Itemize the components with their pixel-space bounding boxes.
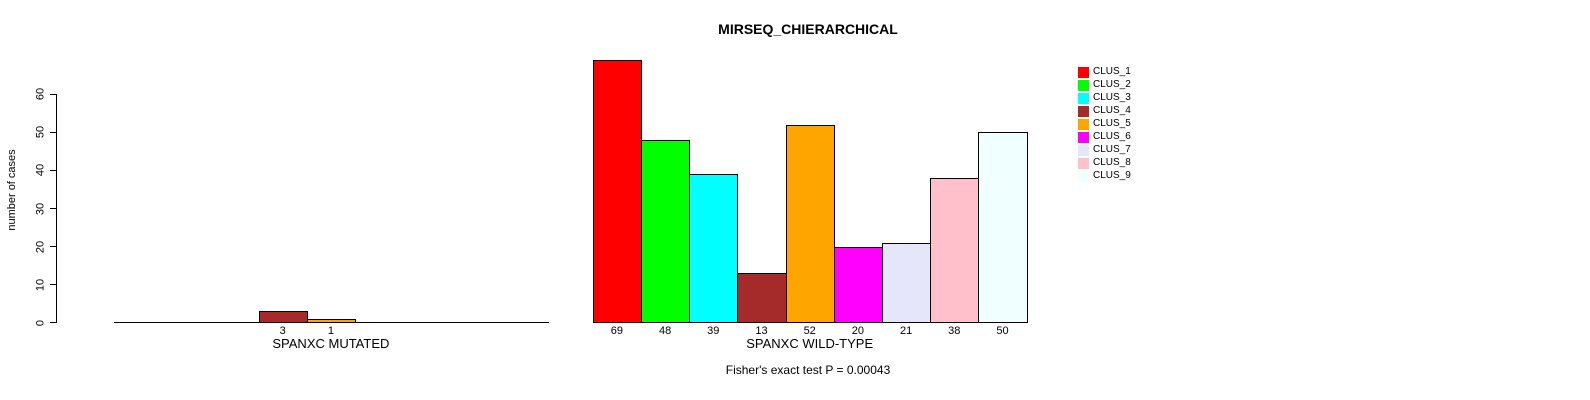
- legend-item-clus_5: CLUS_5: [1078, 118, 1131, 131]
- legend-swatch-clus_7: [1078, 144, 1089, 156]
- legend-label: CLUS_7: [1093, 144, 1131, 156]
- bar-value-label: 50: [996, 324, 1009, 337]
- bar-value-label: 69: [610, 324, 624, 337]
- bar-value-label: 1: [327, 324, 334, 337]
- fisher-test-annotation: Fisher's exact test P = 0.00043: [725, 363, 891, 377]
- y-axis-label: number of cases: [6, 149, 18, 231]
- legend-swatch-clus_2: [1078, 79, 1089, 91]
- chart-title: MIRSEQ_CHIERARCHICAL: [718, 21, 898, 37]
- legend-swatch-clus_9: [1078, 170, 1089, 182]
- bar-value-label: 20: [851, 324, 865, 337]
- legend-label: CLUS_6: [1093, 131, 1131, 143]
- bar-clus_5-mutated: [306, 318, 356, 324]
- legend-item-clus_9: CLUS_9: [1078, 170, 1131, 183]
- legend-swatch-clus_1: [1078, 66, 1089, 78]
- bar-clus_5-wildtype: [785, 124, 835, 324]
- y-axis-tick-label: 40: [34, 164, 47, 177]
- bar-clus_2-wildtype: [641, 139, 691, 324]
- legend-item-clus_6: CLUS_6: [1078, 131, 1131, 144]
- y-axis-tick: [50, 207, 56, 210]
- y-axis-tick-label: 20: [34, 240, 47, 253]
- legend: CLUS_1 CLUS_2 CLUS_3 CLUS_4 CLUS_5 CLUS_6 CLUS…: [1078, 66, 1131, 183]
- legend-label: CLUS_4: [1093, 105, 1131, 117]
- legend-label: CLUS_5: [1093, 118, 1131, 130]
- y-axis-tick: [50, 246, 56, 248]
- bar-value-label: 38: [948, 324, 961, 337]
- legend-item-clus_2: CLUS_2: [1078, 79, 1131, 92]
- group-label-mutated: SPANXC MUTATED: [272, 335, 390, 351]
- bar-value-label: 52: [803, 324, 816, 337]
- y-axis-line: [55, 93, 57, 324]
- bar-clus_9-wildtype: [978, 132, 1028, 324]
- legend-label: CLUS_8: [1093, 157, 1131, 169]
- legend-swatch-clus_4: [1078, 105, 1089, 117]
- y-axis-tick: [50, 131, 56, 133]
- bar-value-label: 3: [279, 324, 286, 337]
- bar-value-label: 13: [755, 324, 768, 337]
- y-axis-tick-label: 10: [34, 278, 47, 291]
- bar-value-label: 21: [899, 324, 913, 337]
- legend-item-clus_1: CLUS_1: [1078, 66, 1131, 79]
- y-axis-tick: [50, 284, 56, 286]
- legend-swatch-clus_6: [1078, 131, 1089, 143]
- legend-swatch-clus_5: [1078, 118, 1089, 130]
- y-axis-tick: [50, 169, 56, 171]
- group-label-wildtype: SPANXC WILD-TYPE: [746, 335, 874, 351]
- legend-item-clus_8: CLUS_8: [1078, 157, 1131, 170]
- bar-clus_4-mutated: [258, 311, 308, 324]
- bar-value-label: 39: [707, 324, 720, 337]
- legend-label: CLUS_1: [1093, 66, 1131, 78]
- y-axis-tick-label: 50: [34, 126, 47, 139]
- y-axis-tick: [50, 93, 56, 95]
- legend-label: CLUS_2: [1093, 79, 1131, 91]
- bar-clus_3-wildtype: [689, 174, 739, 324]
- legend-item-clus_4: CLUS_4: [1078, 105, 1131, 118]
- bar-clus_8-wildtype: [930, 178, 980, 324]
- bar-value-label: 48: [658, 324, 672, 337]
- legend-swatch-clus_3: [1078, 92, 1089, 104]
- bar-clus_1-wildtype: [592, 59, 642, 324]
- bar-clus_4-wildtype: [737, 273, 787, 324]
- legend-item-clus_3: CLUS_3: [1078, 92, 1131, 105]
- y-axis-tick-label: 0: [34, 319, 47, 326]
- bar-clus_6-wildtype: [833, 246, 883, 324]
- bar-clus_7-wildtype: [882, 242, 932, 324]
- legend-label: CLUS_3: [1093, 92, 1131, 104]
- y-axis-tick: [50, 322, 56, 324]
- y-axis-tick-label: 60: [34, 88, 47, 101]
- y-axis-tick-label: 30: [34, 202, 47, 215]
- legend-label: CLUS_9: [1093, 170, 1131, 182]
- legend-swatch-clus_8: [1078, 157, 1089, 169]
- legend-item-clus_7: CLUS_7: [1078, 144, 1131, 157]
